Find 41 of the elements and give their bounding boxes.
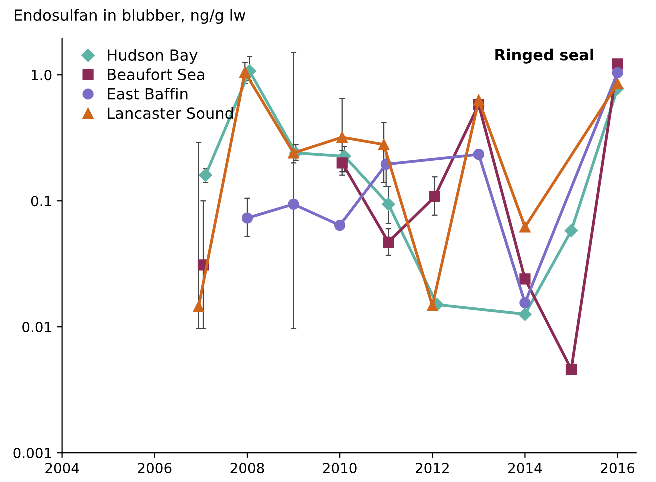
- x-tick-label: 2012: [416, 463, 449, 474]
- point: [520, 298, 531, 309]
- x-tick-label: 2016: [601, 463, 635, 474]
- y-tick-label: 0.01: [22, 322, 52, 333]
- point: [240, 66, 251, 78]
- point: [199, 168, 212, 182]
- annotation: Ringed seal: [496, 48, 594, 64]
- y-tick-label: 0.1: [31, 196, 52, 207]
- point: [518, 308, 532, 322]
- point: [612, 78, 624, 90]
- point: [429, 191, 441, 202]
- legend-label: Hudson Bay: [108, 49, 198, 64]
- point: [566, 364, 578, 376]
- point: [334, 220, 346, 232]
- y-axis-title: Endosulfan in blubber, ng/g lw: [15, 9, 246, 24]
- x-tick-label: 2008: [230, 463, 264, 474]
- point: [473, 94, 484, 106]
- point: [242, 212, 254, 224]
- x-tick-label: 2004: [46, 463, 80, 474]
- legend-label: Beaufort Sea: [108, 68, 204, 80]
- x-tick-label: 2014: [508, 463, 542, 474]
- y-tick-label: 1.0: [32, 70, 52, 81]
- point: [193, 301, 204, 312]
- point: [336, 158, 348, 169]
- legend-label: East Baffin: [108, 88, 188, 100]
- x-tick-label: 2010: [323, 463, 357, 474]
- point: [383, 236, 394, 248]
- point: [382, 198, 396, 212]
- point: [378, 139, 390, 150]
- point: [612, 58, 624, 70]
- point: [520, 274, 531, 285]
- point: [427, 300, 438, 312]
- point: [336, 132, 348, 144]
- x-tick-label: 2006: [138, 463, 172, 474]
- point: [520, 222, 531, 233]
- point: [288, 148, 300, 159]
- point: [612, 67, 624, 79]
- point: [473, 149, 484, 160]
- point: [288, 198, 300, 210]
- point: [564, 224, 578, 238]
- y-tick-label: 0.001: [14, 448, 52, 459]
